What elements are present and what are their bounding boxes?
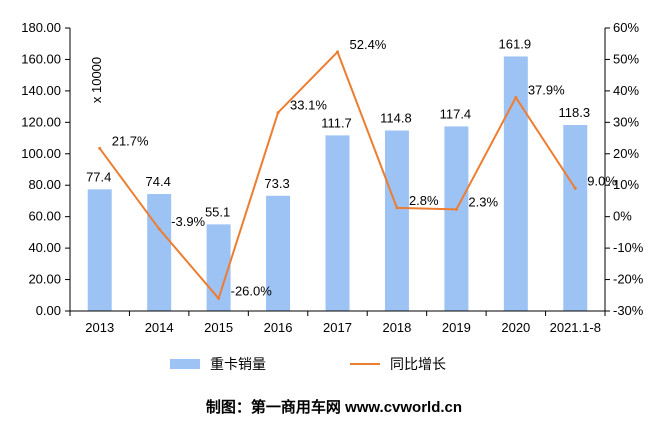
y2-tick-label-6: 30% xyxy=(613,114,639,129)
growth-label-7: 37.9% xyxy=(528,82,565,97)
y-tick-label-4: 80.00 xyxy=(28,177,61,192)
y-tick-label-6: 120.00 xyxy=(21,114,61,129)
x-tick-label-5: 2018 xyxy=(382,320,411,335)
x-tick-label-2: 2015 xyxy=(204,320,233,335)
y2-tick-label-8: 50% xyxy=(613,51,639,66)
y2-tick-label-2: -10% xyxy=(613,240,644,255)
growth-label-8: 9.0% xyxy=(587,173,617,188)
growth-point-1 xyxy=(157,227,161,231)
y2-tick-label-1: -20% xyxy=(613,272,644,287)
bar-label-0: 77.4 xyxy=(86,169,111,184)
y2-tick-label-7: 40% xyxy=(613,83,639,98)
x-tick-label-8: 2021.1-8 xyxy=(550,320,601,335)
line-layer xyxy=(98,50,577,300)
bar-label-1: 74.4 xyxy=(146,174,171,189)
bars-layer xyxy=(87,56,588,312)
bar-label-6: 117.4 xyxy=(440,106,472,121)
growth-point-4 xyxy=(336,50,339,54)
growth-point-6 xyxy=(454,207,458,211)
y-tick-label-5: 100.00 xyxy=(21,146,61,161)
bar-label-2: 55.1 xyxy=(205,204,230,219)
bar-7 xyxy=(503,56,528,312)
labels-layer: 77.4 74.4 55.1 73.3 111.7 114.8 117.4 161.9 118.… xyxy=(86,36,617,298)
growth-point-2 xyxy=(217,296,221,300)
ticks-layer: 2013 2014 2015 2016 2017 2018 2019 2020 2021.1-8… xyxy=(21,20,644,335)
bar-label-4: 111.7 xyxy=(321,115,352,130)
x-tick-label-3: 2016 xyxy=(264,320,293,335)
bar-0 xyxy=(87,189,112,311)
legend: 重卡销量 同比增长 xyxy=(170,356,446,372)
y2-tick-label-4: 10% xyxy=(613,177,639,192)
growth-label-6: 2.3% xyxy=(468,194,498,209)
x-tick-label-7: 2020 xyxy=(501,320,530,335)
axes-layer xyxy=(69,28,606,312)
growth-label-1: -3.9% xyxy=(171,214,205,229)
growth-label-0: 21.7% xyxy=(112,133,149,148)
y-tick-label-1: 20.00 xyxy=(28,272,61,287)
x-tick-label-0: 2013 xyxy=(85,320,114,335)
growth-label-3: 33.1% xyxy=(290,98,327,113)
bar-8 xyxy=(563,125,588,312)
x-tick-label-1: 2014 xyxy=(145,320,174,335)
x-tick-label-6: 2019 xyxy=(442,320,471,335)
bar-label-8: 118.3 xyxy=(558,105,590,120)
bar-5 xyxy=(384,130,409,311)
bar-4 xyxy=(325,135,350,311)
y2-tick-label-9: 60% xyxy=(613,20,639,35)
bar-label-5: 114.8 xyxy=(380,111,412,126)
growth-point-8 xyxy=(573,186,577,190)
bar-3 xyxy=(266,195,291,311)
chart-credit: 制图：第一商用车网 www.cvworld.cn xyxy=(206,398,462,416)
y-tick-label-2: 40.00 xyxy=(28,240,61,255)
x-tick-label-4: 2017 xyxy=(323,320,352,335)
legend-label-line: 同比增长 xyxy=(390,356,446,372)
y-tick-label-8: 160.00 xyxy=(21,51,61,66)
unit-label: x 10000 xyxy=(89,57,104,103)
bar-1 xyxy=(147,194,172,311)
y-tick-label-3: 60.00 xyxy=(28,209,61,224)
y2-tick-label-5: 20% xyxy=(613,146,639,161)
growth-point-3 xyxy=(276,111,280,115)
bar-label-3: 73.3 xyxy=(264,176,289,191)
y-tick-label-0: 0.00 xyxy=(36,303,61,318)
bar-label-7: 161.9 xyxy=(499,36,532,51)
growth-label-4: 52.4% xyxy=(350,37,387,52)
y2-tick-label-3: 0% xyxy=(613,209,632,224)
legend-label-bar: 重卡销量 xyxy=(210,356,266,372)
growth-label-2: -26.0% xyxy=(231,283,273,298)
bar-6 xyxy=(444,126,469,311)
growth-point-7 xyxy=(514,95,518,99)
y-tick-label-7: 140.00 xyxy=(21,83,61,98)
growth-point-5 xyxy=(395,206,399,210)
y2-tick-label-0: -30% xyxy=(613,303,644,318)
legend-swatch-bar xyxy=(170,359,200,369)
y-tick-label-9: 180.00 xyxy=(21,20,61,35)
growth-label-5: 2.8% xyxy=(409,193,439,208)
growth-point-0 xyxy=(98,146,102,150)
